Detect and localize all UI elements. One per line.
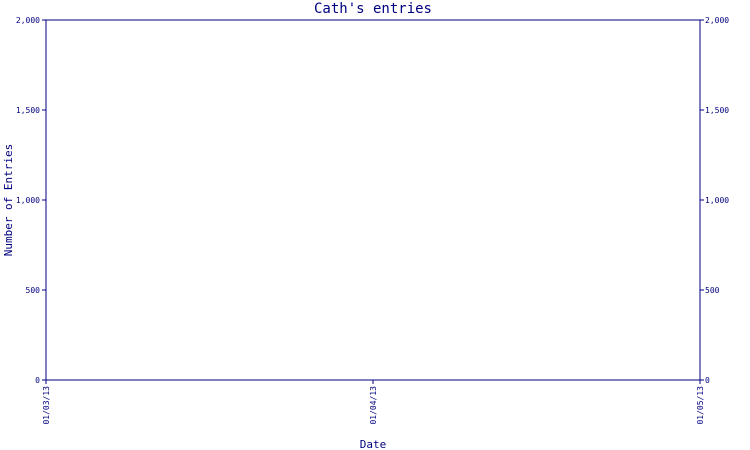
x-tick-label: 01/04/13 bbox=[369, 386, 378, 425]
y-axis-label: Number of Entries bbox=[2, 144, 15, 257]
x-tick-label: 01/05/13 bbox=[696, 386, 705, 425]
y-axis-left: 0 500 1,000 1,500 2,000 bbox=[16, 16, 46, 385]
y-axis-right: 0 500 1,000 1,500 2,000 bbox=[700, 16, 729, 385]
y-tick-label-right: 1,000 bbox=[705, 196, 729, 205]
x-axis-label: Date bbox=[360, 438, 387, 450]
x-tick-label: 01/03/13 bbox=[42, 386, 51, 425]
y-tick-label-left: 500 bbox=[26, 286, 41, 295]
y-tick-label-left: 2,000 bbox=[16, 16, 40, 25]
y-tick-label-right: 0 bbox=[705, 376, 710, 385]
y-tick-label-left: 0 bbox=[35, 376, 40, 385]
y-tick-label-right: 1,500 bbox=[705, 106, 729, 115]
x-axis: 01/03/13 01/04/13 01/05/13 bbox=[42, 380, 705, 425]
y-tick-label-left: 1,000 bbox=[16, 196, 40, 205]
chart-title: Cath's entries bbox=[314, 1, 432, 17]
y-tick-label-right: 2,000 bbox=[705, 16, 729, 25]
y-tick-label-right: 500 bbox=[705, 286, 720, 295]
plot-frame bbox=[45, 19, 701, 381]
y-tick-label-left: 1,500 bbox=[16, 106, 40, 115]
